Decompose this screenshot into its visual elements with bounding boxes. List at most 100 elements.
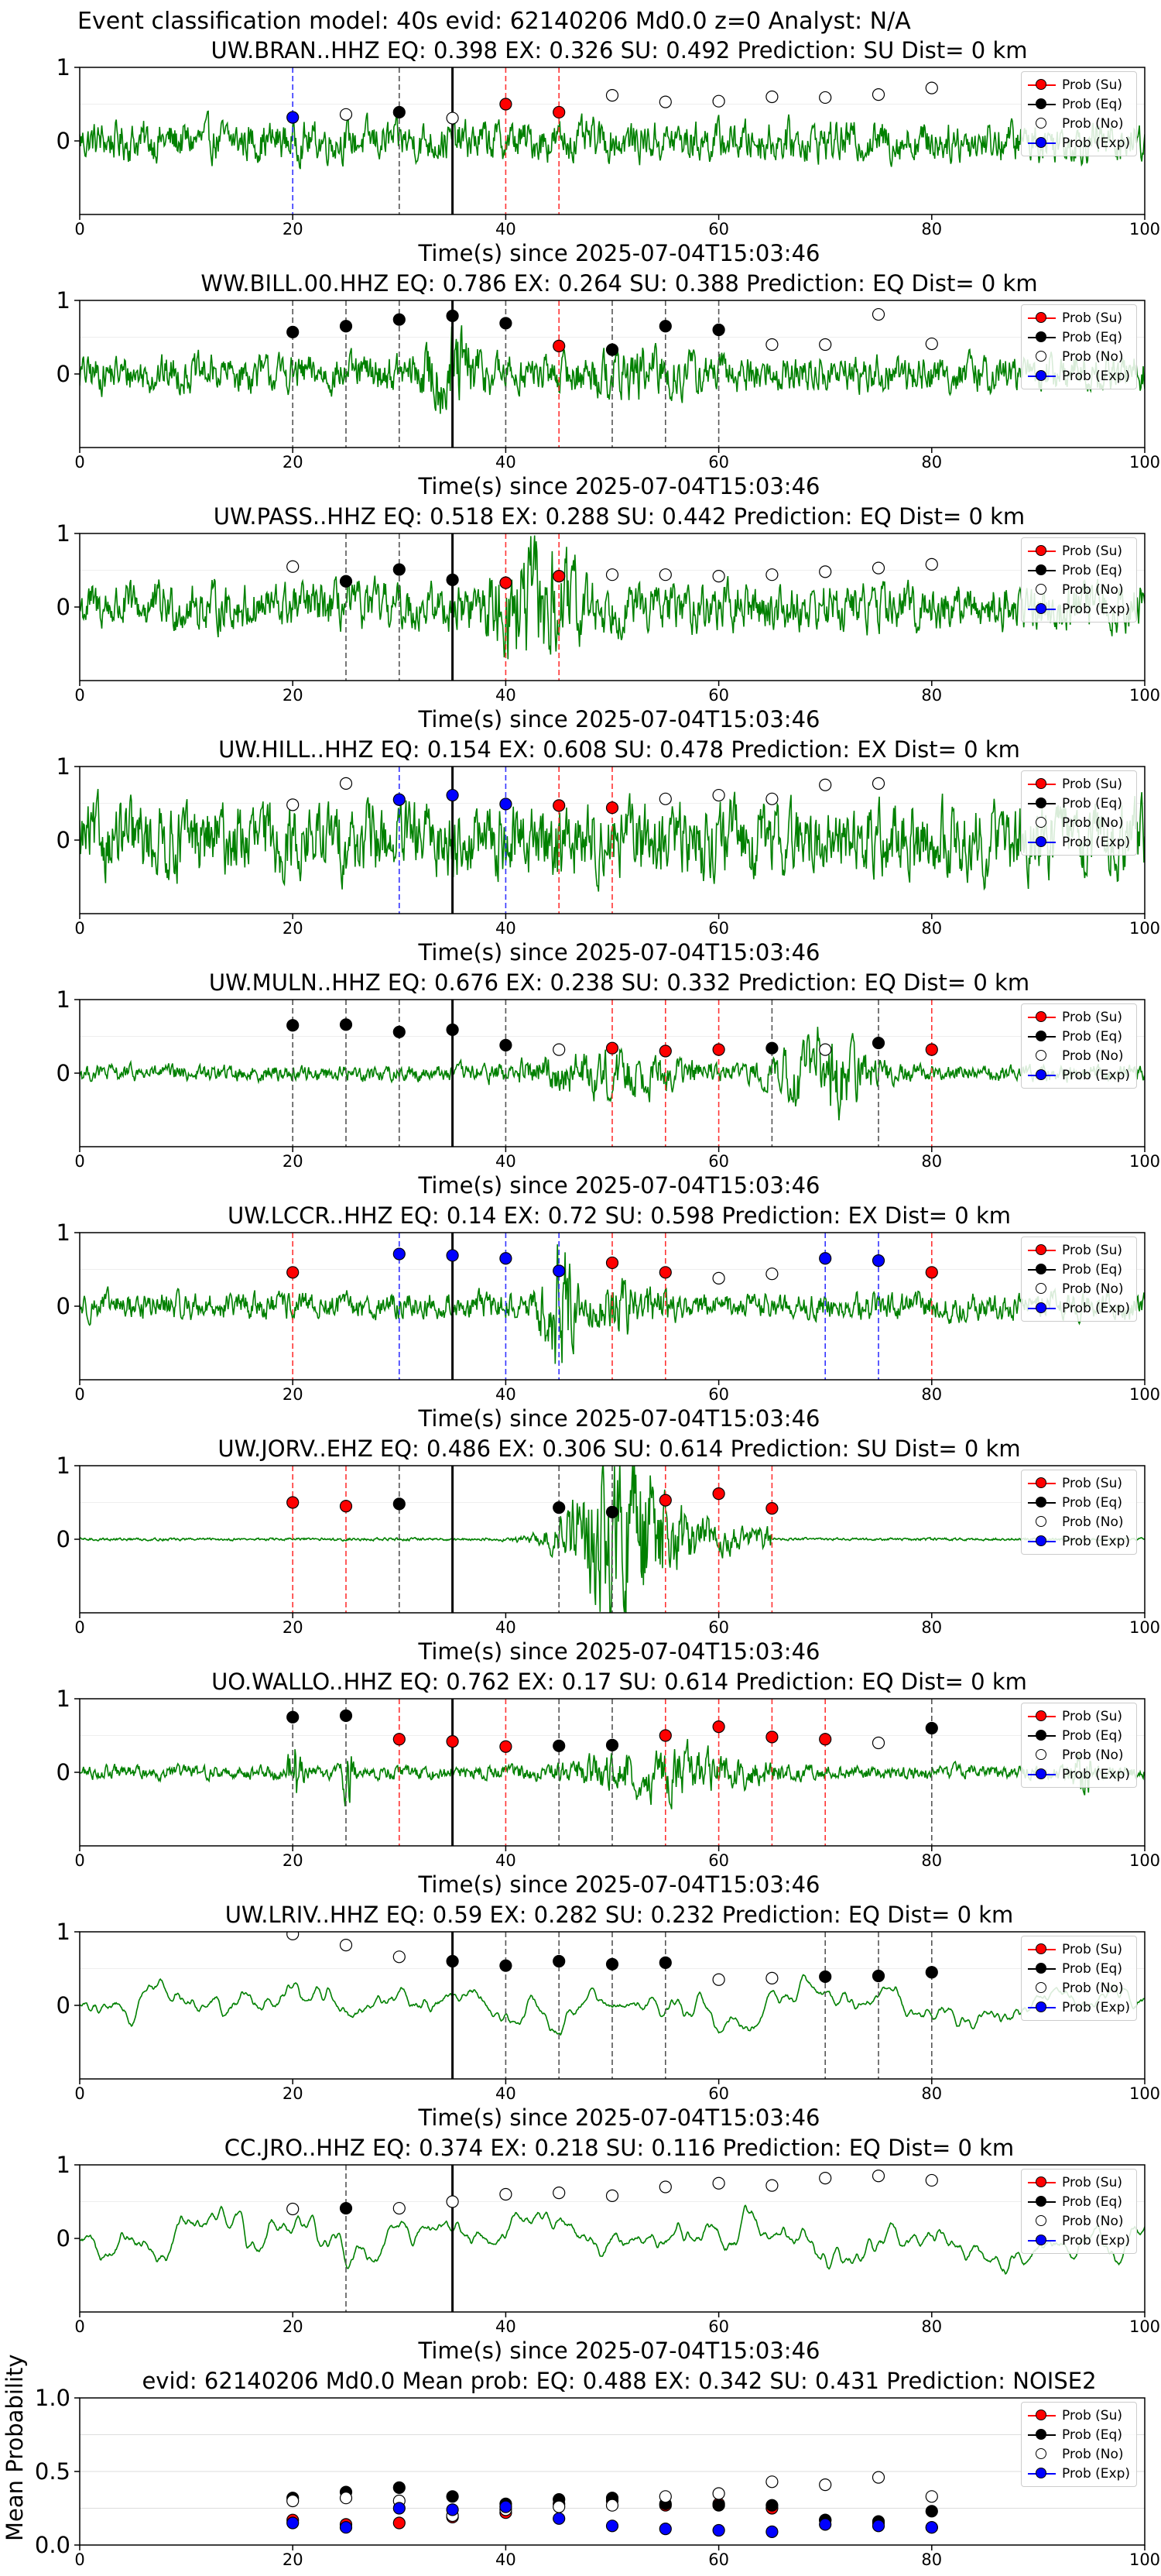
legend-entry: Prob (Exp) xyxy=(1028,1298,1130,1318)
y-tick-label: 1 xyxy=(57,1919,70,1945)
legend-label: Prob (Su) xyxy=(1062,310,1122,326)
x-tick-label: 20 xyxy=(283,220,303,238)
legend-marker-icon xyxy=(1028,98,1056,111)
x-tick-label: 60 xyxy=(708,1152,729,1171)
probability-point xyxy=(819,1733,832,1746)
x-axis-label: Time(s) since 2025-07-04T15:03:46 xyxy=(418,706,820,732)
x-tick-label: 60 xyxy=(708,1618,729,1637)
legend-entry: Prob (No) xyxy=(1028,1046,1130,1065)
x-tick-label: 0 xyxy=(74,1618,84,1637)
x-tick-label: 100 xyxy=(1129,1618,1160,1637)
legend-marker-icon xyxy=(1028,2467,1056,2481)
probability-point xyxy=(765,1267,779,1281)
legend-entry: Prob (No) xyxy=(1028,1279,1130,1298)
probability-point xyxy=(872,561,885,575)
y-tick-label: 0.5 xyxy=(35,2458,70,2485)
mean-probability-point xyxy=(712,2499,725,2512)
probability-point xyxy=(553,1501,566,1514)
waveform-trace xyxy=(80,535,1145,660)
legend-marker-icon xyxy=(1028,1729,1056,1743)
x-tick-label: 0 xyxy=(74,1851,84,1870)
panel-title: UW.LCCR..HHZ EQ: 0.14 EX: 0.72 SU: 0.598… xyxy=(227,1202,1011,1229)
probability-point xyxy=(925,337,938,351)
probability-point xyxy=(392,313,406,326)
x-tick-label: 80 xyxy=(921,686,942,705)
x-tick-label: 0 xyxy=(74,2550,84,2569)
legend: Prob (Su) Prob (Eq) Prob (No) Prob (Exp) xyxy=(1021,1703,1138,1788)
probability-point xyxy=(392,1025,406,1038)
probability-point xyxy=(659,1729,672,1742)
x-tick-label: 60 xyxy=(708,1385,729,1404)
legend-label: Prob (Eq) xyxy=(1062,1727,1122,1744)
x-tick-label: 80 xyxy=(921,220,942,238)
y-tick-label: 0 xyxy=(57,361,70,387)
probability-point xyxy=(659,1266,672,1279)
mean-probability-point xyxy=(446,2490,459,2503)
legend-label: Prob (Exp) xyxy=(1062,1766,1131,1782)
legend-marker-icon xyxy=(1028,1030,1056,1044)
probability-point xyxy=(712,2176,725,2190)
probability-point xyxy=(392,1247,406,1261)
legend-marker-icon xyxy=(1028,350,1056,364)
probability-point xyxy=(339,320,353,333)
probability-point xyxy=(286,1496,300,1509)
y-tick-label: 1.0 xyxy=(35,2385,70,2411)
legend-marker-icon xyxy=(1028,369,1056,383)
y-tick-label: 1 xyxy=(57,54,70,81)
mean-probability-point xyxy=(659,2523,672,2536)
y-tick-label: 1 xyxy=(57,1219,70,1246)
legend-entry: Prob (Eq) xyxy=(1028,328,1130,347)
x-tick-label: 40 xyxy=(495,2550,516,2569)
plot-area: 0 20 40 60 80 100 0 1 xyxy=(57,2152,1161,2336)
probability-point xyxy=(286,1266,300,1279)
legend-label: Prob (Exp) xyxy=(1062,1300,1131,1316)
x-tick-label: 80 xyxy=(921,919,942,938)
mean-probability-point xyxy=(605,2499,619,2512)
legend: Prob (Su) Prob (Eq) Prob (No) Prob (Exp) xyxy=(1021,1936,1138,2021)
mean-probability-point xyxy=(712,2487,725,2500)
legend-label: Prob (Eq) xyxy=(1062,2427,1122,2443)
legend: Prob (Su) Prob (Eq) Prob (No) Prob (Exp) xyxy=(1021,1237,1138,1322)
legend-label: Prob (Exp) xyxy=(1062,1999,1131,2015)
probability-point xyxy=(499,2187,512,2201)
legend-marker-icon xyxy=(1028,2447,1056,2461)
plot-content xyxy=(80,2165,1145,2312)
legend-entry: Prob (Su) xyxy=(1028,1940,1130,1959)
panel-title: UW.BRAN..HHZ EQ: 0.398 EX: 0.326 SU: 0.4… xyxy=(211,37,1028,63)
x-tick-label: 40 xyxy=(495,919,516,938)
legend-label: Prob (Su) xyxy=(1062,776,1122,792)
probability-point xyxy=(659,792,672,805)
probability-point xyxy=(872,307,885,321)
probability-point xyxy=(605,88,619,102)
legend-marker-icon xyxy=(1028,2195,1056,2209)
legend-entry: Prob (Su) xyxy=(1028,1240,1130,1260)
legend-label: Prob (Su) xyxy=(1062,1475,1122,1491)
plot-content xyxy=(80,767,1145,914)
x-axis-label: Time(s) since 2025-07-04T15:03:46 xyxy=(418,1172,820,1199)
panel-title: CC.JRO..HHZ EQ: 0.374 EX: 0.218 SU: 0.11… xyxy=(224,2135,1015,2161)
plot-content xyxy=(80,533,1145,681)
legend-label: Prob (Eq) xyxy=(1062,96,1122,112)
probability-point xyxy=(339,575,353,588)
legend-entry: Prob (No) xyxy=(1028,1745,1130,1765)
probability-point xyxy=(925,557,938,571)
probability-point xyxy=(339,1018,353,1031)
legend-marker-icon xyxy=(1028,544,1056,558)
legend-label: Prob (Exp) xyxy=(1062,601,1131,617)
probability-point xyxy=(712,1720,725,1734)
legend-marker-icon xyxy=(1028,1068,1056,1082)
legend-entry: Prob (Exp) xyxy=(1028,2464,1130,2483)
probability-point xyxy=(392,793,406,806)
probability-point xyxy=(765,792,779,805)
probability-point xyxy=(925,2173,938,2187)
probability-point xyxy=(712,94,725,108)
plot-content xyxy=(80,1932,1145,2079)
legend-label: Prob (Su) xyxy=(1062,1009,1122,1025)
x-tick-label: 20 xyxy=(283,1618,303,1637)
probability-point xyxy=(286,560,300,573)
y-tick-label: 0 xyxy=(57,1293,70,1319)
probability-point xyxy=(286,1932,300,1940)
y-tick-label: 1 xyxy=(57,1453,70,1479)
probability-point xyxy=(339,108,353,121)
probability-point xyxy=(872,2170,885,2183)
